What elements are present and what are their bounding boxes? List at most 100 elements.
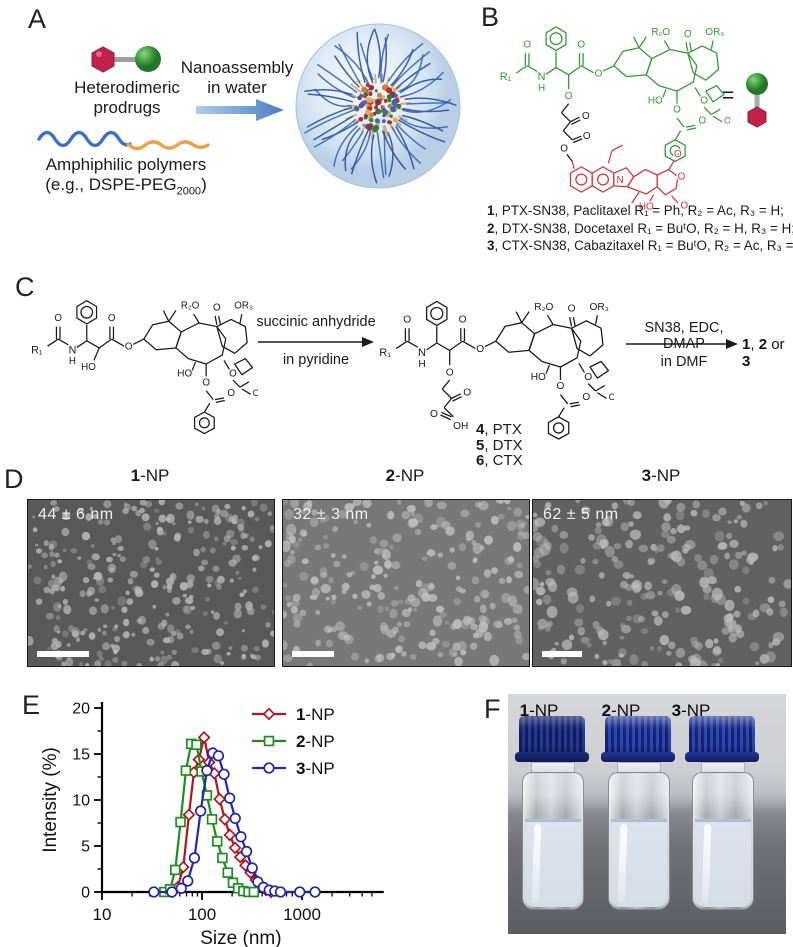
atom-label-o: O (674, 149, 682, 160)
np-number: 1 (519, 701, 530, 720)
vial-cap (515, 716, 589, 762)
atom-label-or3: OR₃ (234, 301, 253, 312)
nanoassembly-label-line1: Nanoassembly (180, 58, 294, 77)
atom-label-r2o: R₂O (181, 301, 200, 312)
atom-label-h: H (538, 83, 545, 94)
atom-label-o: O (678, 172, 686, 183)
compound-text: , CTX-SN38, Cabazitaxel R₁ = BuᵗO, R₂ = … (494, 238, 793, 253)
equals-sign: = (722, 84, 735, 107)
nanoassembly-label-line2: in water (207, 78, 267, 97)
compound-line-3: 3, CTX-SN38, Cabazitaxel R₁ = BuᵗO, R₂ =… (487, 237, 793, 255)
panel-letter-e: E (22, 690, 41, 720)
atom-label-o: O (583, 131, 591, 142)
tem-size-label: 32 ± 3 nm (293, 506, 369, 523)
vial-label-3: 3-NP (656, 701, 726, 721)
prodrugs-label-line1: Heterodimeric (74, 78, 180, 97)
heterodimer-icon-vertical (746, 73, 768, 128)
vial-body (522, 772, 584, 910)
scale-bar (37, 651, 89, 657)
taxane-structure-left: R₁ONHOOR₂OOOR₃HOOOOOHO (30, 299, 258, 435)
atom-label-ho: HO (648, 96, 663, 107)
reaction1-solvent: in pyridine (282, 352, 350, 368)
np-suffix: -NP (681, 701, 711, 720)
tem-image-2: 32 ± 3 nm (282, 499, 530, 667)
atom-label-o: O (523, 40, 531, 51)
product-line: 6, CTX (476, 453, 523, 469)
heterodimer-icon (91, 46, 161, 73)
atom-label-o: O (446, 367, 454, 378)
svg-text:5: 5 (81, 839, 90, 856)
reaction2-solvent: in DMF (660, 354, 708, 370)
atom-label-o: O (476, 344, 484, 355)
atom-label-o: O (229, 368, 237, 379)
atom-label-o: O (700, 96, 708, 107)
vials-photo: 1-NP 2-NP 3-NP (508, 694, 786, 934)
product-text: , PTX (484, 421, 522, 438)
prodrug-structure: R₁ONHOOR₂OOOR₃HOOOOOOOOONOOHOO (498, 26, 730, 212)
tem-micrograph (28, 500, 274, 666)
amphiphilic-polymer-icon (37, 130, 210, 151)
vial-liquid (611, 819, 667, 907)
green-sphere-drug (135, 46, 161, 72)
atom-label-o: O (403, 315, 411, 326)
red-hexagon-drug (747, 106, 767, 128)
svg-text:1000: 1000 (283, 905, 321, 924)
atom-label-h: H (69, 356, 76, 367)
atom-label-o: O (568, 304, 576, 315)
vial-cap (601, 716, 675, 762)
np-suffix: -NP (611, 701, 641, 720)
vial-1 (510, 714, 594, 914)
sep: or (767, 336, 785, 353)
nanoassembly-arrow (196, 99, 284, 121)
atom-label-o: O (582, 111, 590, 122)
svg-text:0: 0 (81, 885, 90, 902)
final-products-label: 1, 2 or 3 (742, 336, 793, 370)
atom-label-o: O (595, 69, 603, 80)
atom-label-ho: HO (531, 372, 546, 383)
atom-label-oh: OH (453, 421, 468, 432)
tem-image-1: 44 ± 6 nm (27, 499, 275, 667)
np-number: 2 (601, 701, 612, 720)
atom-label-o: O (680, 200, 688, 211)
intermediate-products: 4, PTX 5, DTX 6, CTX (476, 422, 523, 469)
atom-label-o: O (202, 377, 210, 388)
tem-micrograph (533, 500, 791, 666)
tem-title-2: 2-NP (345, 466, 465, 486)
atom-label-o: O (125, 342, 133, 353)
vial-3 (680, 714, 764, 914)
np-number: 1 (130, 466, 141, 485)
np-suffix: -NP (395, 466, 425, 485)
vial-liquid (525, 819, 581, 907)
product-number: 4 (476, 421, 485, 438)
polymer-label-prefix: (e.g., DSPE-PEG (45, 175, 177, 194)
atom-label-o: O (584, 372, 592, 383)
svg-text:Intensity (%): Intensity (%) (40, 747, 61, 853)
compound-text: , PTX-SN38, Paclitaxel R₁ = Ph, R₂ = Ac,… (494, 203, 784, 218)
panel-letter-a: A (28, 4, 47, 34)
atom-label-o: O (227, 388, 235, 399)
reaction1-reagent: succinic anhydride (256, 314, 376, 330)
np-number: 3 (641, 466, 652, 485)
atom-label-o: O (724, 116, 730, 126)
atom-label-o: O (430, 409, 438, 420)
atom-label-o: O (698, 116, 706, 127)
atom-label-o: O (560, 144, 568, 155)
tem-micrograph (283, 500, 529, 666)
atom-label-r1: R₁ (379, 347, 391, 359)
compound-legend: 1, PTX-SN38, Paclitaxel R₁ = Ph, R₂ = Ac… (487, 202, 793, 255)
vial-liquid (695, 819, 751, 907)
tem-title-3: 3-NP (601, 466, 721, 486)
atom-label-o: O (673, 105, 681, 116)
tem-title-1: 1-NP (90, 466, 210, 486)
compound-line-2: 2, DTX-SN38, Docetaxel R₁ = BuᵗO, R₂ = H… (487, 220, 793, 238)
product-line: 4, PTX (476, 422, 523, 438)
atom-label-o: O (684, 29, 692, 40)
polymer-label-line1: Amphiphilic polymers (45, 155, 207, 174)
scale-bar (542, 651, 582, 657)
peg-block (37, 130, 132, 148)
atom-label-o: O (54, 313, 62, 324)
vial-body (692, 772, 754, 910)
svg-text:15: 15 (72, 747, 90, 764)
atom-label-n: N (617, 175, 624, 186)
